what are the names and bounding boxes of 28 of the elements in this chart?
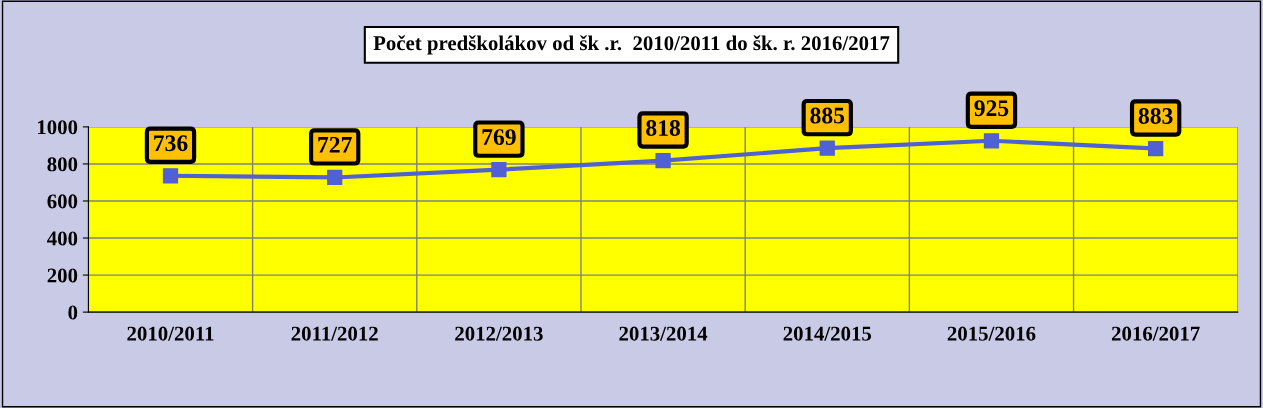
data-label: 818 <box>646 120 680 136</box>
point <box>327 169 343 186</box>
y-tick-label: 600 <box>47 194 78 209</box>
x-tick-label: 2015/2016 <box>947 326 1036 341</box>
data-label: 727 <box>318 136 352 153</box>
point <box>491 162 507 178</box>
chart-title: Počet predškolákov od šk .r. 2010/2011 do šk. r. 2016/2017 <box>373 35 890 55</box>
y-tick-label: 1000 <box>38 120 78 135</box>
y-tick-label: 200 <box>47 268 78 283</box>
data-label: 925 <box>974 100 1009 117</box>
point <box>819 140 835 156</box>
x-tick-label: 2014/2015 <box>783 326 872 341</box>
data-label: 883 <box>1138 107 1173 124</box>
x-tick-label: 2016/2017 <box>1111 326 1200 341</box>
x-tick-label: 2013/2014 <box>619 326 708 341</box>
point <box>655 152 671 169</box>
x-tick-label: 2010/2011 <box>127 326 214 341</box>
point <box>1148 140 1164 157</box>
data-label: 769 <box>482 129 516 146</box>
x-tick-label: 2012/2013 <box>455 326 543 341</box>
data-label: 885 <box>810 107 845 124</box>
data-label: 736 <box>154 135 188 152</box>
x-tick-label: 2011/2012 <box>291 326 378 341</box>
y-tick-label: 800 <box>47 157 78 172</box>
point <box>162 168 179 184</box>
point <box>983 133 1000 149</box>
y-tick-label: 0 <box>68 305 78 320</box>
y-tick-label: 400 <box>47 231 78 246</box>
